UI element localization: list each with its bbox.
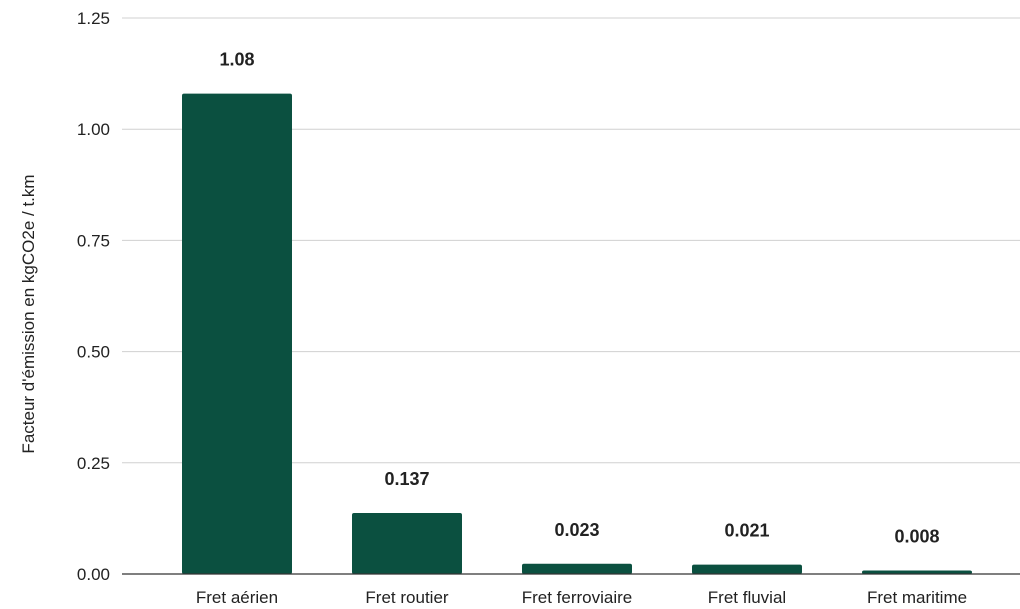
y-tick-label: 1.25 bbox=[77, 9, 110, 28]
data-label: 0.021 bbox=[724, 521, 769, 541]
bar-3 bbox=[522, 563, 632, 574]
y-axis-title: Facteur d'émission en kgCO2e / t.km bbox=[19, 174, 38, 453]
y-tick-label: 0.25 bbox=[77, 454, 110, 473]
y-tick-label: 0.50 bbox=[77, 343, 110, 362]
x-category-label: Fret ferroviaire bbox=[522, 588, 633, 607]
x-category-label: Fret maritime bbox=[867, 588, 967, 607]
x-category-label: Fret aérien bbox=[196, 588, 278, 607]
bars bbox=[182, 93, 972, 574]
bar-5 bbox=[862, 570, 972, 574]
x-category-label: Fret routier bbox=[365, 588, 448, 607]
data-labels: 1.08 0.137 0.023 0.021 0.008 bbox=[219, 50, 939, 547]
y-tick-label: 1.00 bbox=[77, 120, 110, 139]
data-label: 0.008 bbox=[894, 526, 939, 546]
y-axis-tick-labels: 0.00 0.25 0.50 0.75 1.00 1.25 bbox=[77, 9, 110, 584]
data-label: 1.08 bbox=[219, 50, 254, 70]
bar-2 bbox=[352, 513, 462, 574]
bar-1 bbox=[182, 93, 292, 574]
data-label: 0.023 bbox=[554, 520, 599, 540]
y-tick-label: 0.00 bbox=[77, 565, 110, 584]
bar-4 bbox=[692, 564, 802, 574]
data-label: 0.137 bbox=[384, 469, 429, 489]
x-axis-category-labels: Fret aérien Fret routier Fret ferroviaire F… bbox=[196, 588, 967, 607]
x-category-label: Fret fluvial bbox=[708, 588, 786, 607]
y-tick-label: 0.75 bbox=[77, 231, 110, 250]
